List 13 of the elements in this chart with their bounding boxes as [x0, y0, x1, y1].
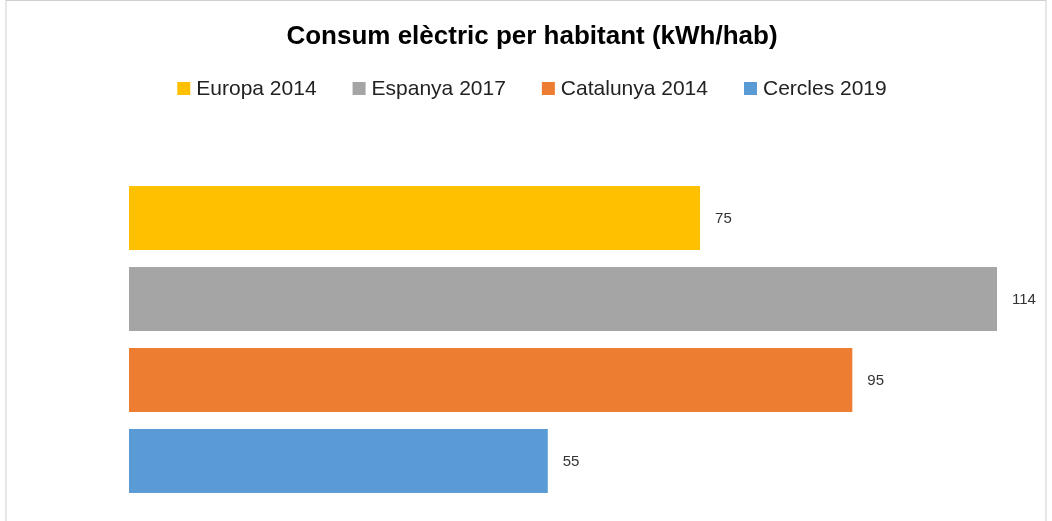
legend-label: Catalunya 2014	[560, 76, 709, 99]
legend-label: Espanya 2017	[371, 76, 506, 99]
bar	[129, 348, 853, 412]
data-label: 95	[867, 370, 885, 388]
bar	[129, 267, 997, 331]
legend-label: Cercles 2019	[762, 76, 887, 99]
data-label: 114	[1012, 290, 1036, 308]
chart-title: Consum elèctric per habitant (kWh/hab)	[286, 20, 778, 50]
data-label: 55	[562, 451, 580, 469]
legend-label: Europa 2014	[196, 76, 317, 99]
bar	[129, 428, 548, 493]
bar	[129, 186, 701, 251]
data-label: 75	[715, 209, 732, 227]
